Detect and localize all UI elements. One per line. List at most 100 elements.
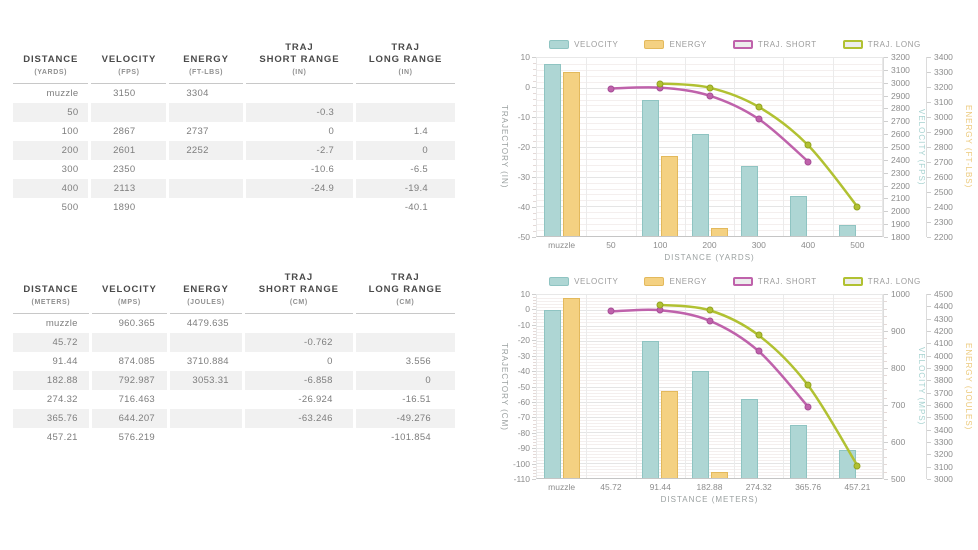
y-minor-tick [533, 352, 536, 354]
traj_short-point[interactable] [755, 347, 763, 355]
left-axis-title: TRAJECTORY (IN) [500, 105, 509, 189]
traj_short-point[interactable] [607, 307, 615, 315]
energy-bar[interactable] [710, 228, 728, 236]
table-cell [356, 102, 455, 122]
x-tick-label: 300 [751, 240, 766, 250]
column-unit: (IN) [398, 68, 413, 76]
metric-ballistics-chart: VELOCITY ENERGY TRAJ. SHORT TRAJ. LONG TRAJE… [497, 274, 973, 504]
minor-gridline [537, 392, 882, 394]
traj_long-point[interactable] [755, 331, 763, 339]
velocity-bar[interactable] [790, 196, 808, 236]
legend-item-energy[interactable]: ENERGY [644, 39, 706, 49]
velocity-bar[interactable] [839, 224, 857, 236]
legend-item-velocity[interactable]: VELOCITY [549, 276, 618, 286]
traj_long-point[interactable] [706, 306, 713, 314]
legend-item-traj_short[interactable]: TRAJ. SHORT [732, 39, 817, 49]
velocity-tick [884, 442, 888, 443]
table-cell: 960.365 [118, 317, 156, 329]
traj_short-point[interactable] [755, 115, 763, 123]
energy-tick [927, 392, 931, 394]
x-tick-label: 274.32 [745, 482, 772, 492]
minor-gridline [537, 465, 882, 467]
energy-bar[interactable] [562, 72, 580, 236]
legend-item-energy[interactable]: ENERGY [644, 276, 706, 286]
velocity-bar[interactable] [740, 166, 758, 236]
velocity-bar[interactable] [543, 309, 561, 478]
column-unit: (YARDS) [34, 68, 68, 76]
velocity-tick [884, 69, 888, 71]
velocity-bar[interactable] [642, 100, 660, 236]
traj_short-point[interactable] [706, 317, 713, 325]
traj_short-point[interactable] [706, 92, 713, 100]
traj_long-point[interactable] [656, 301, 664, 309]
table-row: 91.44 874.085 3710.884 0 3.556 [13, 352, 455, 371]
column-header: DISTANCE (YARDS) [13, 42, 89, 84]
energy-bar[interactable] [661, 391, 679, 478]
energy-tick-label: 2500 [934, 187, 953, 197]
velocity-tick [884, 198, 888, 200]
velocity-bar[interactable] [691, 370, 709, 478]
velocity-bar[interactable] [543, 64, 561, 236]
y-tick [532, 401, 536, 403]
energy-bar[interactable] [562, 297, 580, 478]
vertical-gridline [832, 295, 834, 478]
traj_long-point[interactable] [706, 84, 713, 92]
table-cell [169, 198, 242, 217]
minor-gridline [537, 224, 882, 226]
legend-item-traj_short[interactable]: TRAJ. SHORT [732, 276, 817, 286]
velocity-tick-label: 2800 [891, 103, 910, 114]
velocity-tick-label: 2300 [891, 167, 910, 178]
minor-gridline [537, 349, 882, 351]
major-gridline [537, 417, 882, 418]
table-cell: 45.72 [13, 332, 89, 352]
y-minor-tick [533, 165, 536, 166]
velocity-bar[interactable] [642, 341, 660, 478]
table-row: 300 2350 -10.6 -6.5 [13, 160, 455, 179]
traj_short-point[interactable] [804, 403, 812, 411]
velocity-bar[interactable] [691, 134, 709, 236]
traj_short-point[interactable] [804, 158, 812, 166]
table-cell: muzzle [45, 317, 78, 329]
x-tick-label: 50 [606, 240, 616, 250]
energy-bar[interactable] [710, 471, 728, 478]
table-cell: -6.5 [410, 163, 428, 175]
minor-gridline [537, 444, 882, 446]
velocity-tick [884, 57, 888, 58]
velocity-minor-tick [884, 338, 887, 340]
table-row: 500 1890 -40.1 [13, 198, 455, 217]
traj_short-point[interactable] [607, 85, 615, 93]
table-cell: 0 [327, 355, 333, 367]
y-minor-tick [533, 129, 536, 130]
legend-item-traj_long[interactable]: TRAJ. LONG [842, 276, 921, 286]
energy-tick [927, 306, 931, 308]
y-tick-label: -90 [517, 443, 530, 454]
velocity-bar[interactable] [740, 398, 758, 478]
energy-tick-label: 4500 [934, 289, 953, 299]
traj_long-point[interactable] [853, 203, 861, 211]
traj_long-point[interactable] [755, 103, 763, 111]
traj_long-point[interactable] [804, 381, 812, 389]
energy-tick-label: 3300 [934, 67, 953, 77]
traj_long-point[interactable] [804, 141, 812, 149]
energy-tick [927, 147, 931, 148]
column-header: ENERGY (FT-LBS) [169, 42, 243, 84]
traj_long-point[interactable] [853, 462, 861, 470]
energy-tick-label: 2200 [934, 232, 953, 242]
energy-bar[interactable] [661, 156, 679, 236]
velocity-bar[interactable] [790, 425, 808, 478]
legend-item-traj_long[interactable]: TRAJ. LONG [842, 39, 921, 49]
energy-axis-title: ENERGY (FT-LBS) [964, 105, 973, 189]
chart-legend: VELOCITY ENERGY TRAJ. SHORT TRAJ. LONG [497, 37, 973, 51]
legend-item-velocity[interactable]: VELOCITY [549, 39, 618, 49]
y-minor-tick [533, 75, 536, 76]
major-gridline [537, 371, 882, 373]
table-cell [170, 428, 242, 447]
traj_long-point[interactable] [656, 80, 664, 87]
minor-gridline [537, 194, 882, 196]
legend-swatch-velocity [549, 39, 570, 49]
minor-gridline [537, 368, 882, 370]
table-cell: -49.276 [355, 408, 455, 428]
velocity-tick-label: 3200 [891, 52, 910, 62]
y-tick [532, 147, 536, 148]
minor-gridline [537, 75, 882, 77]
